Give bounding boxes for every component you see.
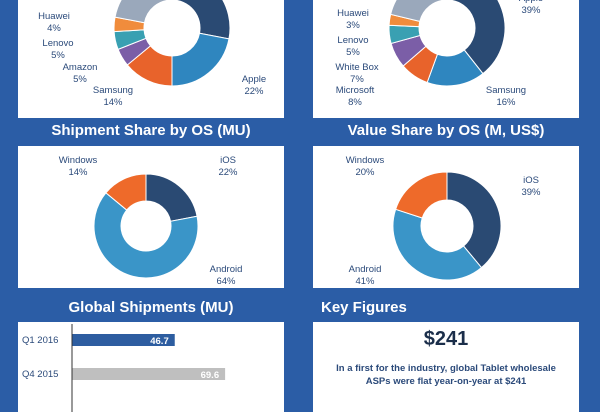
key-figures-title: Key Figures [321,299,407,316]
slice-label: Huawei [337,8,369,19]
slice-apple [446,0,506,75]
slice-label: Amazon [63,62,98,73]
slice-apple [171,32,230,87]
slice-label: Lenovo [337,35,368,46]
slice-value-label: 41% [355,276,375,287]
slice-value-label: 8% [348,97,362,108]
slice-value-label: 14% [68,167,88,178]
slice-windows [395,171,448,219]
slice-ios [145,173,198,222]
global-shipments-title: Global Shipments (MU) [68,299,234,316]
slice-other-6 [114,0,173,24]
vendor-shipment-panel: 28%Apple22%Samsung14%Amazon5%Lenovo5%Hua… [18,0,284,118]
bar-category-label: Q4 2015 [22,369,58,380]
slice-android [392,208,483,281]
bar [72,368,226,380]
slice-value-label: 22% [244,86,264,97]
slice-windows [105,173,147,211]
os-value-panel: iOS 39% Android 41% Windows 20% [313,146,579,288]
slice-other-6 [390,0,448,23]
slice-value-label: 3% [346,20,360,31]
slice-label: White Box [335,62,379,73]
slice-value-label: 5% [346,47,360,58]
global-shipments-bar-chart: Q1 2016 46.7 Q4 2015 69.6 [22,324,226,412]
key-figure-line-1: In a first for the industry, global Tabl… [336,363,556,374]
slice-label: Samsung [486,85,526,96]
os-shipment-title: Shipment Share by OS (MU) [51,122,251,139]
bar [72,334,175,346]
os-shipment-panel: iOS 22% Android 64% Windows 14% [18,146,284,288]
slice-ios [446,171,502,269]
slice-label: Android [349,264,382,275]
slice-label: Huawei [38,11,70,22]
vendor-shipment-donut: 28%Apple22%Samsung14%Amazon5%Lenovo5%Hua… [38,0,284,108]
key-figure-price: $241 [423,328,469,350]
os-value-title: Value Share by OS (M, US$) [347,122,545,139]
slice-value-label: 39% [521,187,541,198]
slice-value-label: 4% [47,23,61,34]
slice-label: Android [210,264,243,275]
slice-other-0 [171,0,231,40]
slice-value-label: 64% [216,276,236,287]
slice-label: Lenovo [42,38,73,49]
slice-value-label: 39% [521,5,541,16]
bar-value-label: 46.7 [150,336,169,347]
slice-value-label: 16% [496,97,516,108]
key-figures-panel: $241 In a first for the industry, global… [313,322,579,412]
slice-value-label: 5% [73,74,87,85]
key-figure-line-2: ASPs were flat year-on-year at $241 [365,376,527,387]
slice-value-label: 5% [51,50,65,61]
global-shipments-panel: Q1 2016 46.7 Q4 2015 69.6 [18,322,284,412]
slice-label: Samsung [93,85,133,96]
slice-label: Apple [242,74,266,85]
slice-value-label: 7% [350,74,364,85]
slice-value-label: 28% [270,0,284,3]
slice-label: iOS [220,155,236,166]
slice-value-label: 22% [218,167,238,178]
slice-label: Apple [519,0,543,4]
slice-label: iOS [523,175,539,186]
slice-label: Windows [346,155,385,166]
slice-value-label: 20% [355,167,375,178]
bar-value-label: 69.6 [201,370,220,381]
slice-value-label: 14% [103,97,123,108]
slice-android [93,192,199,279]
bar-category-label: Q1 2016 [22,335,58,346]
slice-label: Microsoft [336,85,375,96]
slice-label: Windows [59,155,98,166]
